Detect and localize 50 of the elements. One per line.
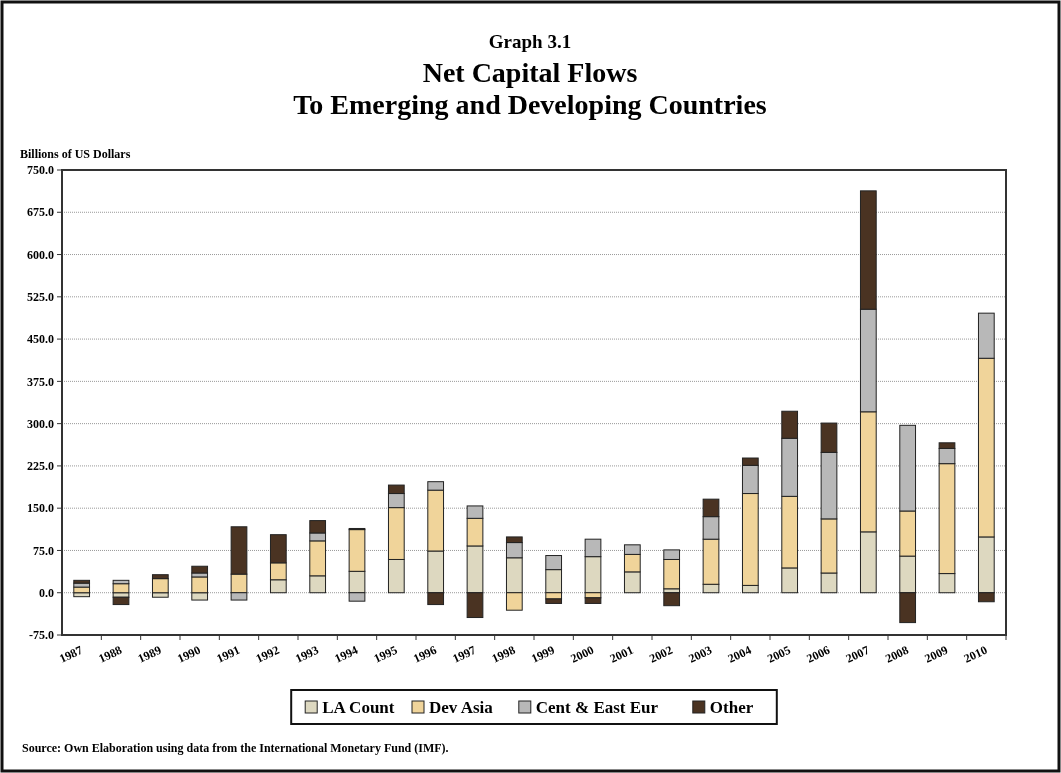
- x-tick-label: 1991: [214, 642, 243, 666]
- y-axis-title: Billions of US Dollars: [20, 147, 131, 161]
- x-tick-label: 2007: [843, 642, 872, 666]
- y-tick-label: 600.0: [27, 247, 54, 262]
- y-tick-label: 75.0: [33, 543, 54, 558]
- x-tick-label: 1993: [293, 642, 321, 666]
- y-tick-label: 450.0: [27, 332, 54, 347]
- y-tick-label: 525.0: [27, 290, 54, 305]
- x-tick-label: 2006: [804, 642, 833, 666]
- legend-label: Cent & East Eur: [535, 697, 659, 717]
- bar: [191, 565, 209, 574]
- legend-label: Dev Asia: [429, 697, 494, 717]
- x-tick-label: 2004: [725, 642, 754, 666]
- x-tick-label: 1998: [489, 642, 518, 666]
- x-tick-label: 2010: [961, 642, 990, 666]
- bar: [151, 578, 169, 594]
- x-tick-label: 1989: [135, 642, 164, 666]
- x-tick-label: 2001: [607, 642, 636, 666]
- y-tick-label: 375.0: [27, 374, 54, 389]
- bar: [663, 592, 681, 607]
- x-tick-label: 2009: [922, 642, 951, 666]
- x-tick-label: 1988: [96, 642, 125, 666]
- bar: [112, 583, 130, 594]
- bar: [112, 596, 130, 606]
- x-tick-label: 2003: [686, 642, 715, 666]
- y-tick-label: 300.0: [27, 416, 54, 431]
- y-tick-label: 225.0: [27, 459, 54, 474]
- x-tick-label: 1992: [253, 642, 282, 666]
- x-tick-label: 1995: [371, 642, 400, 666]
- y-tick-label: 0.0: [39, 585, 54, 600]
- y-tick-label: -75.0: [29, 628, 54, 643]
- chart-subtitle: Net Capital Flows To Emerging and Developing Countries: [293, 57, 767, 120]
- y-tick-label: 675.0: [27, 205, 54, 220]
- source-note: Source: Own Elaboration using data from the International Monetary Fund (IMF).: [22, 741, 449, 755]
- x-tick-label: 2005: [765, 642, 793, 666]
- bar: [73, 579, 91, 584]
- x-tick-label: 2008: [883, 642, 911, 666]
- x-tick-label: 2000: [568, 642, 597, 666]
- x-tick-label: 1994: [332, 642, 361, 666]
- x-tick-label: 1999: [529, 642, 557, 666]
- x-tick-label: 2002: [647, 642, 675, 666]
- chart-title: Graph 3.1: [488, 31, 572, 52]
- x-tick-label: 1996: [411, 642, 439, 666]
- legend-label: Other: [709, 697, 754, 717]
- x-tick-label: 1990: [175, 642, 203, 666]
- x-tick-label: 1997: [450, 642, 479, 666]
- y-tick-label: 150.0: [27, 501, 54, 516]
- y-tick-label: 750.0: [27, 163, 54, 178]
- legend-label: LA Count: [322, 697, 395, 717]
- x-tick-label: 1987: [57, 642, 85, 666]
